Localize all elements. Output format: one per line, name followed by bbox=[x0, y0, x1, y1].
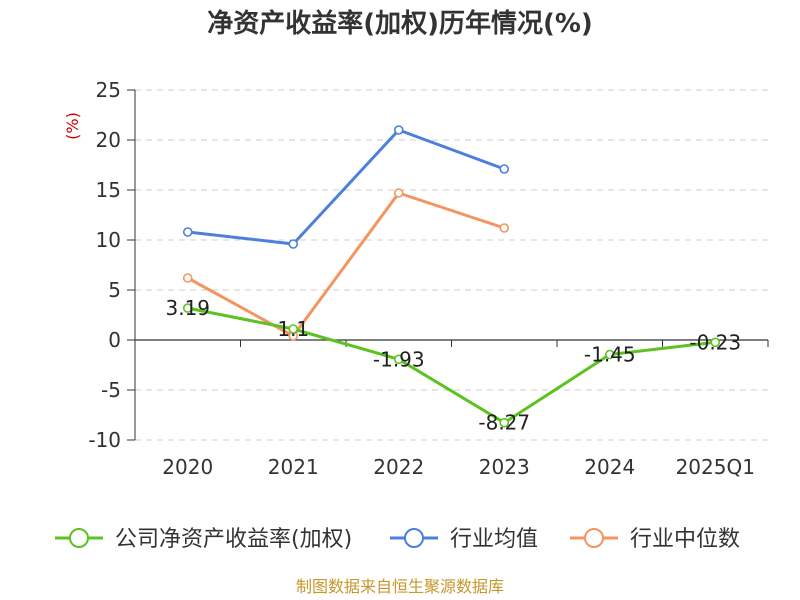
data-point bbox=[499, 223, 510, 233]
series-2 bbox=[182, 188, 510, 341]
data-point bbox=[393, 354, 404, 365]
x-tick-label: 2024 bbox=[584, 455, 635, 479]
data-point bbox=[499, 164, 510, 174]
series-0 bbox=[182, 303, 721, 428]
source-note: 制图数据来自恒生聚源数据库 bbox=[296, 577, 504, 596]
x-tick-label: 2023 bbox=[479, 455, 530, 479]
series-line bbox=[187, 306, 716, 425]
data-label: -1.45 bbox=[584, 343, 636, 367]
y-tick-label: -5 bbox=[101, 378, 121, 402]
y-tick-label: 5 bbox=[108, 278, 121, 302]
legend-swatch-marker bbox=[584, 528, 604, 548]
y-axis-unit: (%) bbox=[63, 112, 82, 140]
legend-label: 行业均值 bbox=[450, 527, 538, 552]
y-tick-label: 10 bbox=[96, 228, 121, 252]
data-point bbox=[393, 125, 404, 135]
series-1 bbox=[182, 125, 510, 249]
data-label: -8.27 bbox=[478, 411, 530, 435]
data-label: -0.23 bbox=[689, 330, 741, 354]
x-tick-labels: 2020 2021 2022 2023 2024 2025Q1 bbox=[162, 455, 755, 479]
data-label: 1.1 bbox=[277, 317, 309, 341]
y-tick-label: 0 bbox=[108, 328, 121, 352]
data-point bbox=[182, 273, 193, 283]
data-point bbox=[182, 227, 193, 237]
data-label: 3.19 bbox=[165, 296, 210, 320]
data-point bbox=[499, 417, 510, 428]
x-tick-label: 2025Q1 bbox=[676, 455, 755, 479]
grid-lines bbox=[135, 89, 768, 441]
data-point bbox=[288, 239, 299, 249]
legend-label: 公司净资产收益率(加权) bbox=[115, 527, 352, 552]
data-point bbox=[604, 349, 615, 360]
y-tick-label: 25 bbox=[96, 78, 121, 102]
data-label: -1.93 bbox=[373, 347, 425, 371]
data-point bbox=[288, 324, 299, 334]
y-tick-label: 20 bbox=[96, 128, 121, 152]
y-tick-labels: 25 20 15 10 5 0 -5 -10 bbox=[88, 78, 121, 452]
data-point bbox=[393, 188, 404, 198]
data-point bbox=[182, 303, 193, 313]
x-tick-label: 2020 bbox=[162, 455, 213, 479]
x-tick-label: 2022 bbox=[373, 455, 424, 479]
legend-label: 行业中位数 bbox=[630, 527, 740, 552]
series-group bbox=[182, 125, 721, 428]
series-line bbox=[187, 128, 505, 246]
legend-swatch-marker bbox=[69, 528, 89, 548]
data-point bbox=[710, 337, 721, 348]
y-tick-label: 15 bbox=[96, 178, 121, 202]
legend: 公司净资产收益率(加权) 行业均值 行业中位数 bbox=[55, 527, 740, 552]
x-tick-label: 2021 bbox=[268, 455, 319, 479]
legend-swatch-marker bbox=[404, 528, 424, 548]
data-labels: 3.19 1.1 -1.93 -8.27 -1.45 -0.23 bbox=[165, 296, 741, 435]
series-line bbox=[187, 191, 505, 338]
chart-title: 净资产收益率(加权)历年情况(%) bbox=[207, 8, 593, 39]
y-tick-label: -10 bbox=[88, 428, 121, 452]
